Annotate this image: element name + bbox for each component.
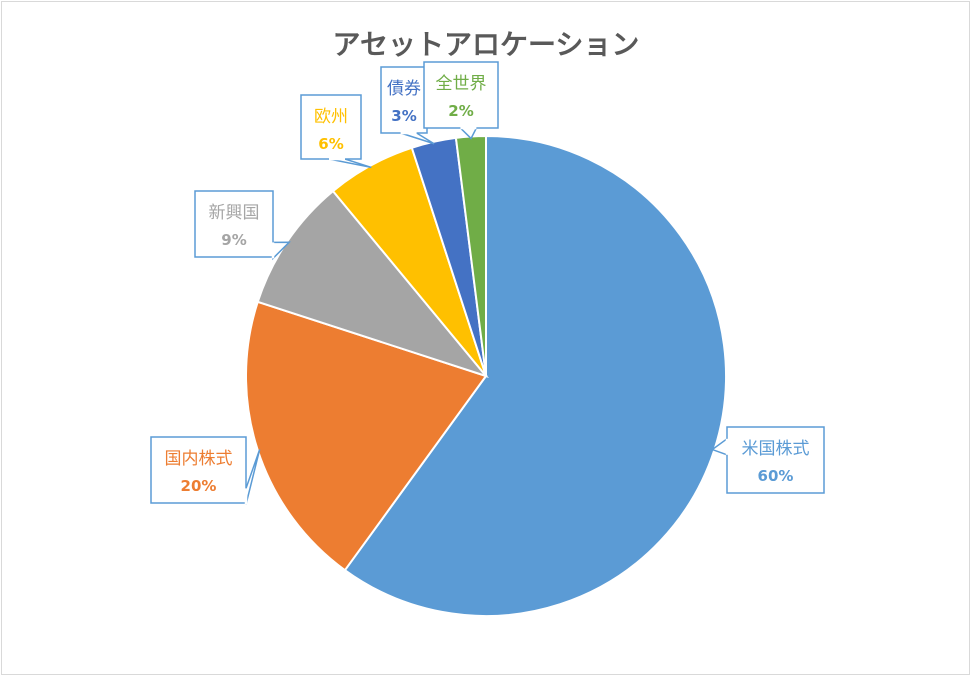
slice-label-percent: 6%: [318, 135, 343, 153]
callout-box: [150, 436, 247, 504]
callout-box: [300, 94, 362, 160]
slice-label-percent: 9%: [221, 231, 246, 249]
slice-2: [245, 300, 488, 572]
data-label-callouts: 米国株式 60% 国内株式 20% 新興国 9% 欧州 6% 債券 3% 全世界 2%: [150, 61, 825, 505]
slice-label-name: 新興国: [209, 203, 260, 223]
callout-pointer: [328, 158, 372, 169]
callout-4: 欧州 6%: [300, 94, 372, 169]
callout-5: 債券 3%: [380, 66, 435, 145]
chart-title: アセットアロケーション: [333, 28, 640, 61]
callout-box: [423, 61, 499, 129]
slice-label-percent: 60%: [758, 467, 794, 485]
callout-pointer: [245, 449, 261, 505]
callout-6: 全世界 2%: [423, 61, 499, 140]
slice-label-name: 債券: [387, 79, 421, 99]
callout-1: 米国株式 60%: [710, 426, 825, 494]
callout-3: 新興国 9%: [194, 190, 291, 261]
slice-label-name: 欧州: [314, 107, 348, 127]
slice-3: [256, 189, 489, 379]
slice-label-name: 国内株式: [165, 449, 233, 469]
slice-label-percent: 2%: [448, 102, 473, 120]
pie-slices: [245, 134, 727, 617]
slice-label-percent: 3%: [391, 107, 416, 125]
slice-label-percent: 20%: [181, 477, 217, 495]
callout-box: [194, 190, 274, 258]
slice-label-name: 全世界: [436, 74, 487, 94]
callout-2: 国内株式 20%: [150, 436, 261, 505]
slice-label-name: 米国株式: [742, 439, 810, 459]
callout-box: [726, 426, 825, 494]
callout-pointer: [400, 132, 435, 145]
